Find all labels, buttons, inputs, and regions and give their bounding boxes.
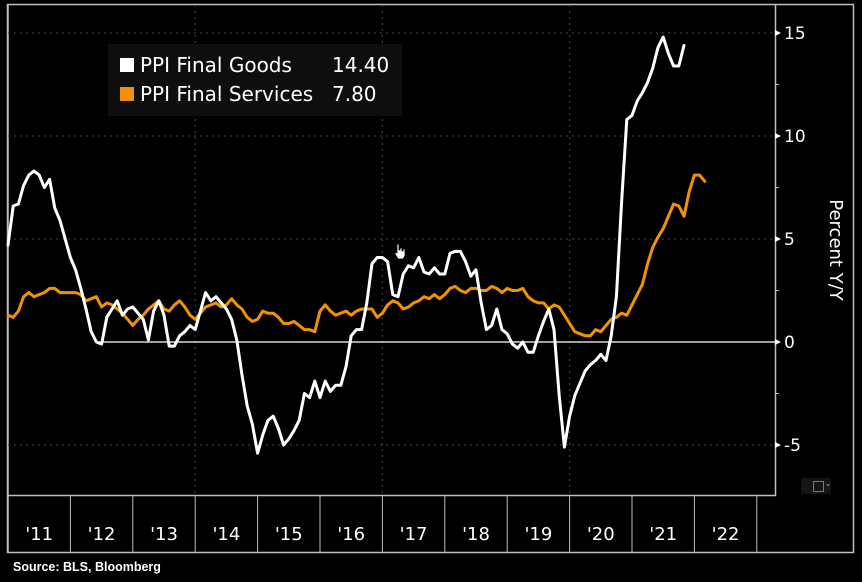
x-tick-label: '12	[88, 524, 116, 545]
series-line-ppi-final-services	[6, 173, 707, 338]
series-group	[6, 35, 707, 455]
y-axis-label: Percent Y/Y	[825, 199, 846, 302]
legend-label-goods: PPI Final Goods	[140, 53, 292, 77]
y-tick-mark	[775, 236, 781, 242]
x-tick-label: '14	[212, 524, 240, 545]
legend-item-services[interactable]: PPI Final Services 7.80	[120, 80, 377, 108]
y-tick-mark	[775, 442, 781, 448]
legend: PPI Final Goods 14.40 PPI Final Services…	[108, 44, 402, 116]
y-tick-mark	[775, 30, 781, 36]
chart-type-button[interactable]	[801, 478, 831, 494]
y-axis: 15 10 5 0 -5	[775, 24, 806, 456]
x-tick-label: '22	[712, 524, 740, 545]
legend-swatch-goods	[120, 58, 134, 72]
x-tick-label: '21	[649, 524, 677, 545]
y-tick-label: 0	[784, 333, 795, 353]
y-tick-mark	[775, 339, 781, 345]
y-tick-label: -5	[784, 436, 801, 456]
x-tick-label: '18	[462, 524, 490, 545]
x-tick-label: '17	[400, 524, 428, 545]
chevron-down-icon	[826, 484, 830, 487]
series-line-ppi-final-goods	[6, 35, 686, 455]
x-tick-label: '20	[587, 524, 615, 545]
legend-swatch-services	[120, 87, 134, 101]
y-tick-label: 15	[784, 24, 806, 44]
y-tick-label: 5	[784, 230, 795, 250]
y-tick-label: 10	[784, 127, 806, 147]
x-tick-label: '11	[25, 524, 53, 545]
y-tick-mark	[775, 133, 781, 139]
x-tick-label: '16	[337, 524, 365, 545]
legend-item-goods[interactable]: PPI Final Goods 14.40	[120, 51, 389, 79]
source-note: Source: BLS, Bloomberg	[13, 560, 161, 574]
x-tick-label: '13	[150, 524, 178, 545]
mouse-cursor-icon	[394, 243, 406, 260]
legend-value-services: 7.80	[332, 82, 377, 106]
legend-label-services: PPI Final Services	[140, 82, 314, 106]
x-tick-label: '19	[524, 524, 552, 545]
line-chart-icon	[813, 481, 824, 492]
x-tick-label: '15	[275, 524, 303, 545]
legend-value-goods: 14.40	[332, 53, 390, 77]
x-axis: '11 '12 '13 '14 '15 '16 '17 '18 '19 '20 '21 '22	[25, 495, 758, 552]
